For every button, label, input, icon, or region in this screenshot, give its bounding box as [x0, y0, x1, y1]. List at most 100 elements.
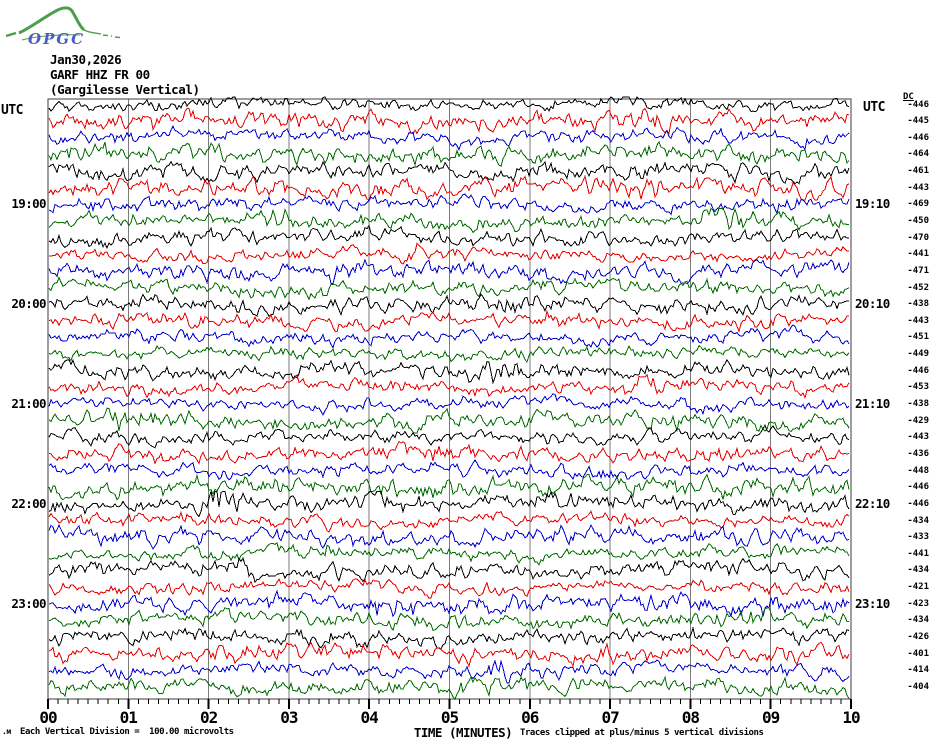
- dc-value: -469: [907, 199, 929, 210]
- seismic-trace-red: [48, 641, 850, 668]
- dc-value: -438: [907, 399, 929, 410]
- seismic-trace-black: [48, 358, 850, 385]
- seismic-trace-red: [48, 107, 850, 135]
- seismic-trace-blue: [48, 523, 850, 551]
- seismic-trace-black: [48, 96, 850, 113]
- logo-swoosh: [18, 6, 86, 35]
- seismic-trace-blue: [48, 659, 850, 684]
- hour-label-left: 23:00: [11, 595, 46, 611]
- dc-value: -404: [907, 681, 929, 692]
- dc-value: -446: [907, 482, 929, 493]
- seismic-trace-blue: [48, 324, 850, 349]
- dc-value: -438: [907, 299, 929, 310]
- seismic-trace-black: [48, 293, 850, 318]
- seismic-trace-black: [48, 424, 850, 449]
- clip-note: Traces clipped at plus/minus 5 vertical …: [520, 728, 764, 738]
- title-station: GARF HHZ FR 00: [50, 67, 150, 82]
- seismic-trace-red: [48, 440, 850, 465]
- x-tick-label: 04: [360, 708, 379, 727]
- hour-label-left: 22:00: [11, 495, 46, 511]
- seismic-trace-red: [48, 242, 850, 265]
- hour-label-right: 23:10: [855, 595, 890, 611]
- dc-value: -451: [907, 332, 929, 343]
- seismic-trace-green: [48, 473, 850, 501]
- hour-label-right: 20:10: [855, 296, 890, 312]
- footer-mark: .м: [2, 727, 11, 736]
- seismic-trace-black: [48, 556, 850, 584]
- logo-text: OPGC: [28, 30, 85, 48]
- seismic-trace-black: [48, 626, 850, 650]
- dc-value: -448: [907, 465, 929, 476]
- seismic-trace-red: [48, 309, 849, 334]
- seismic-trace-red: [48, 578, 850, 599]
- x-tick-label: 02: [199, 708, 218, 727]
- logo-tail: [83, 29, 102, 35]
- dc-value: -429: [907, 415, 929, 426]
- x-tick-label: 10: [842, 708, 860, 727]
- seismic-trace-green: [48, 207, 850, 234]
- dc-value: -441: [907, 548, 929, 559]
- title-location: (Gargilesse Vertical): [50, 82, 200, 97]
- logo-dash-left: [5, 31, 17, 38]
- seismic-trace-green: [48, 140, 850, 167]
- dc-value: -441: [907, 249, 929, 260]
- dc-value: -426: [907, 631, 929, 642]
- dc-value: -434: [907, 515, 929, 526]
- dc-value: -446: [907, 99, 929, 110]
- x-tick-label: 06: [521, 708, 539, 727]
- dc-value: -443: [907, 315, 929, 326]
- hour-label-left: 21:00: [11, 396, 46, 412]
- dc-value: -445: [907, 116, 929, 127]
- dc-value: -446: [907, 132, 929, 143]
- dc-value: -461: [907, 166, 929, 177]
- dc-value: -401: [907, 648, 929, 659]
- utc-label-right: UTC: [863, 100, 885, 115]
- dc-value: -433: [907, 532, 929, 543]
- dc-value: -464: [907, 149, 929, 160]
- seismic-trace-green: [48, 276, 850, 301]
- dc-value: -450: [907, 215, 929, 226]
- logo-dash-right: [102, 34, 121, 39]
- dc-value: -471: [907, 265, 929, 276]
- seismic-trace-green: [48, 344, 850, 363]
- dc-value: -423: [907, 598, 929, 609]
- seismic-trace-blue: [48, 193, 850, 216]
- logo-underline: [21, 34, 81, 41]
- x-tick-label: 03: [280, 708, 298, 727]
- dc-header: DC: [903, 92, 914, 102]
- dc-value: -421: [907, 582, 929, 593]
- dc-value: -443: [907, 182, 929, 193]
- seismic-trace-black: [48, 490, 850, 518]
- dc-value: -414: [907, 665, 929, 676]
- dc-value: -452: [907, 282, 929, 293]
- x-tick-label: 00: [39, 708, 57, 727]
- x-axis-title: TIME (MINUTES): [413, 725, 513, 740]
- title-date: Jan30,2026: [50, 52, 122, 67]
- scale-note: Each Vertical Division = 100.00 microvol…: [20, 727, 234, 737]
- hour-label-left: 20:00: [11, 296, 46, 312]
- dc-value: -434: [907, 565, 929, 576]
- dc-value: -443: [907, 432, 929, 443]
- x-tick-label: 07: [601, 708, 619, 727]
- opgc-logo: OPGC: [5, 6, 121, 48]
- dc-value: -449: [907, 349, 929, 360]
- dc-value: -446: [907, 365, 929, 376]
- seismic-trace-black: [48, 224, 849, 250]
- dc-value: -453: [907, 382, 929, 393]
- x-tick-label: 09: [762, 708, 780, 727]
- x-tick-label: 05: [440, 708, 459, 727]
- seismic-trace-blue: [48, 258, 850, 285]
- seismic-trace-black: [48, 160, 850, 185]
- hour-label-right: 22:10: [855, 495, 890, 511]
- seismic-trace-green: [48, 607, 850, 632]
- seismic-trace-green: [48, 675, 850, 701]
- seismic-trace-blue: [48, 125, 850, 151]
- dc-value: -434: [907, 615, 929, 626]
- x-tick-label: 01: [119, 708, 138, 727]
- seismic-trace-green: [48, 542, 850, 566]
- seismic-trace-red: [48, 174, 850, 201]
- seismic-trace-blue: [48, 589, 850, 618]
- seismic-trace-green: [48, 407, 850, 434]
- hour-label-left: 19:00: [11, 196, 46, 212]
